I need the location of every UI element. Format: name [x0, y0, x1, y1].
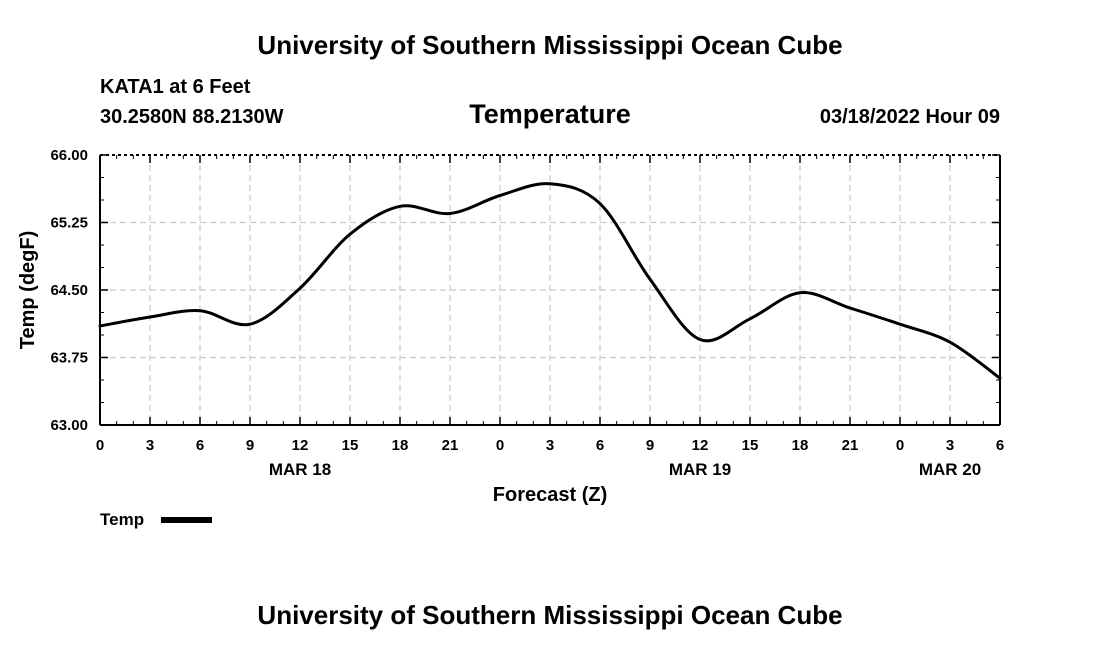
x-tick-label: 6 — [996, 437, 1004, 454]
x-tick-label: 18 — [792, 437, 809, 454]
date-label: MAR 19 — [669, 460, 731, 479]
y-tick-label: 63.75 — [50, 350, 88, 367]
station-label: KATA1 at 6 Feet — [100, 76, 251, 98]
y-tick-label: 66.00 — [50, 147, 88, 164]
x-tick-label: 0 — [896, 437, 904, 454]
chart-title: Temperature — [469, 99, 631, 129]
x-axis-ticks: 0 3 6 9 12 15 18 21 0 3 6 9 12 15 18 21 0 3 6 — [96, 155, 1004, 454]
footer-title: University of Southern Mississippi Ocean… — [257, 600, 843, 630]
x-tick-label: 9 — [646, 437, 654, 454]
y-tick-label: 64.50 — [50, 282, 88, 299]
x-tick-label: 6 — [196, 437, 204, 454]
station-coordinates: 30.2580N 88.2130W — [100, 106, 284, 128]
x-tick-label: 3 — [546, 437, 554, 454]
x-tick-label: 9 — [246, 437, 254, 454]
x-tick-label: 21 — [842, 437, 859, 454]
legend-label: Temp — [100, 510, 144, 529]
x-tick-label: 6 — [596, 437, 604, 454]
y-tick-label: 63.00 — [50, 417, 88, 434]
temp-series-line — [98, 182, 1002, 380]
x-tick-label: 3 — [146, 437, 154, 454]
x-axis-label: Forecast (Z) — [493, 484, 607, 506]
x-tick-label: 12 — [692, 437, 709, 454]
x-tick-label: 0 — [96, 437, 104, 454]
page-title: University of Southern Mississippi Ocean… — [257, 30, 843, 60]
x-tick-label: 0 — [496, 437, 504, 454]
x-tick-label: 15 — [742, 437, 759, 454]
y-tick-label: 65.25 — [50, 215, 88, 232]
grid — [100, 155, 1000, 425]
y-axis-label: Temp (degF) — [17, 231, 39, 350]
x-tick-label: 21 — [442, 437, 459, 454]
legend: Temp — [100, 510, 212, 529]
x-tick-label: 3 — [946, 437, 954, 454]
x-tick-label: 18 — [392, 437, 409, 454]
forecast-date: 03/18/2022 Hour 09 — [819, 106, 1000, 128]
x-tick-label: 12 — [292, 437, 309, 454]
date-label: MAR 18 — [269, 460, 331, 479]
y-axis-ticks: 63.00 63.75 64.50 65.25 66.00 — [50, 147, 1000, 434]
date-label: MAR 20 — [919, 460, 981, 479]
temperature-chart: 63.00 63.75 64.50 65.25 66.00 0 3 6 9 12 15 18 21 0 3… — [17, 147, 1004, 529]
date-labels: MAR 18 MAR 19 MAR 20 — [269, 460, 981, 479]
x-tick-label: 15 — [342, 437, 359, 454]
